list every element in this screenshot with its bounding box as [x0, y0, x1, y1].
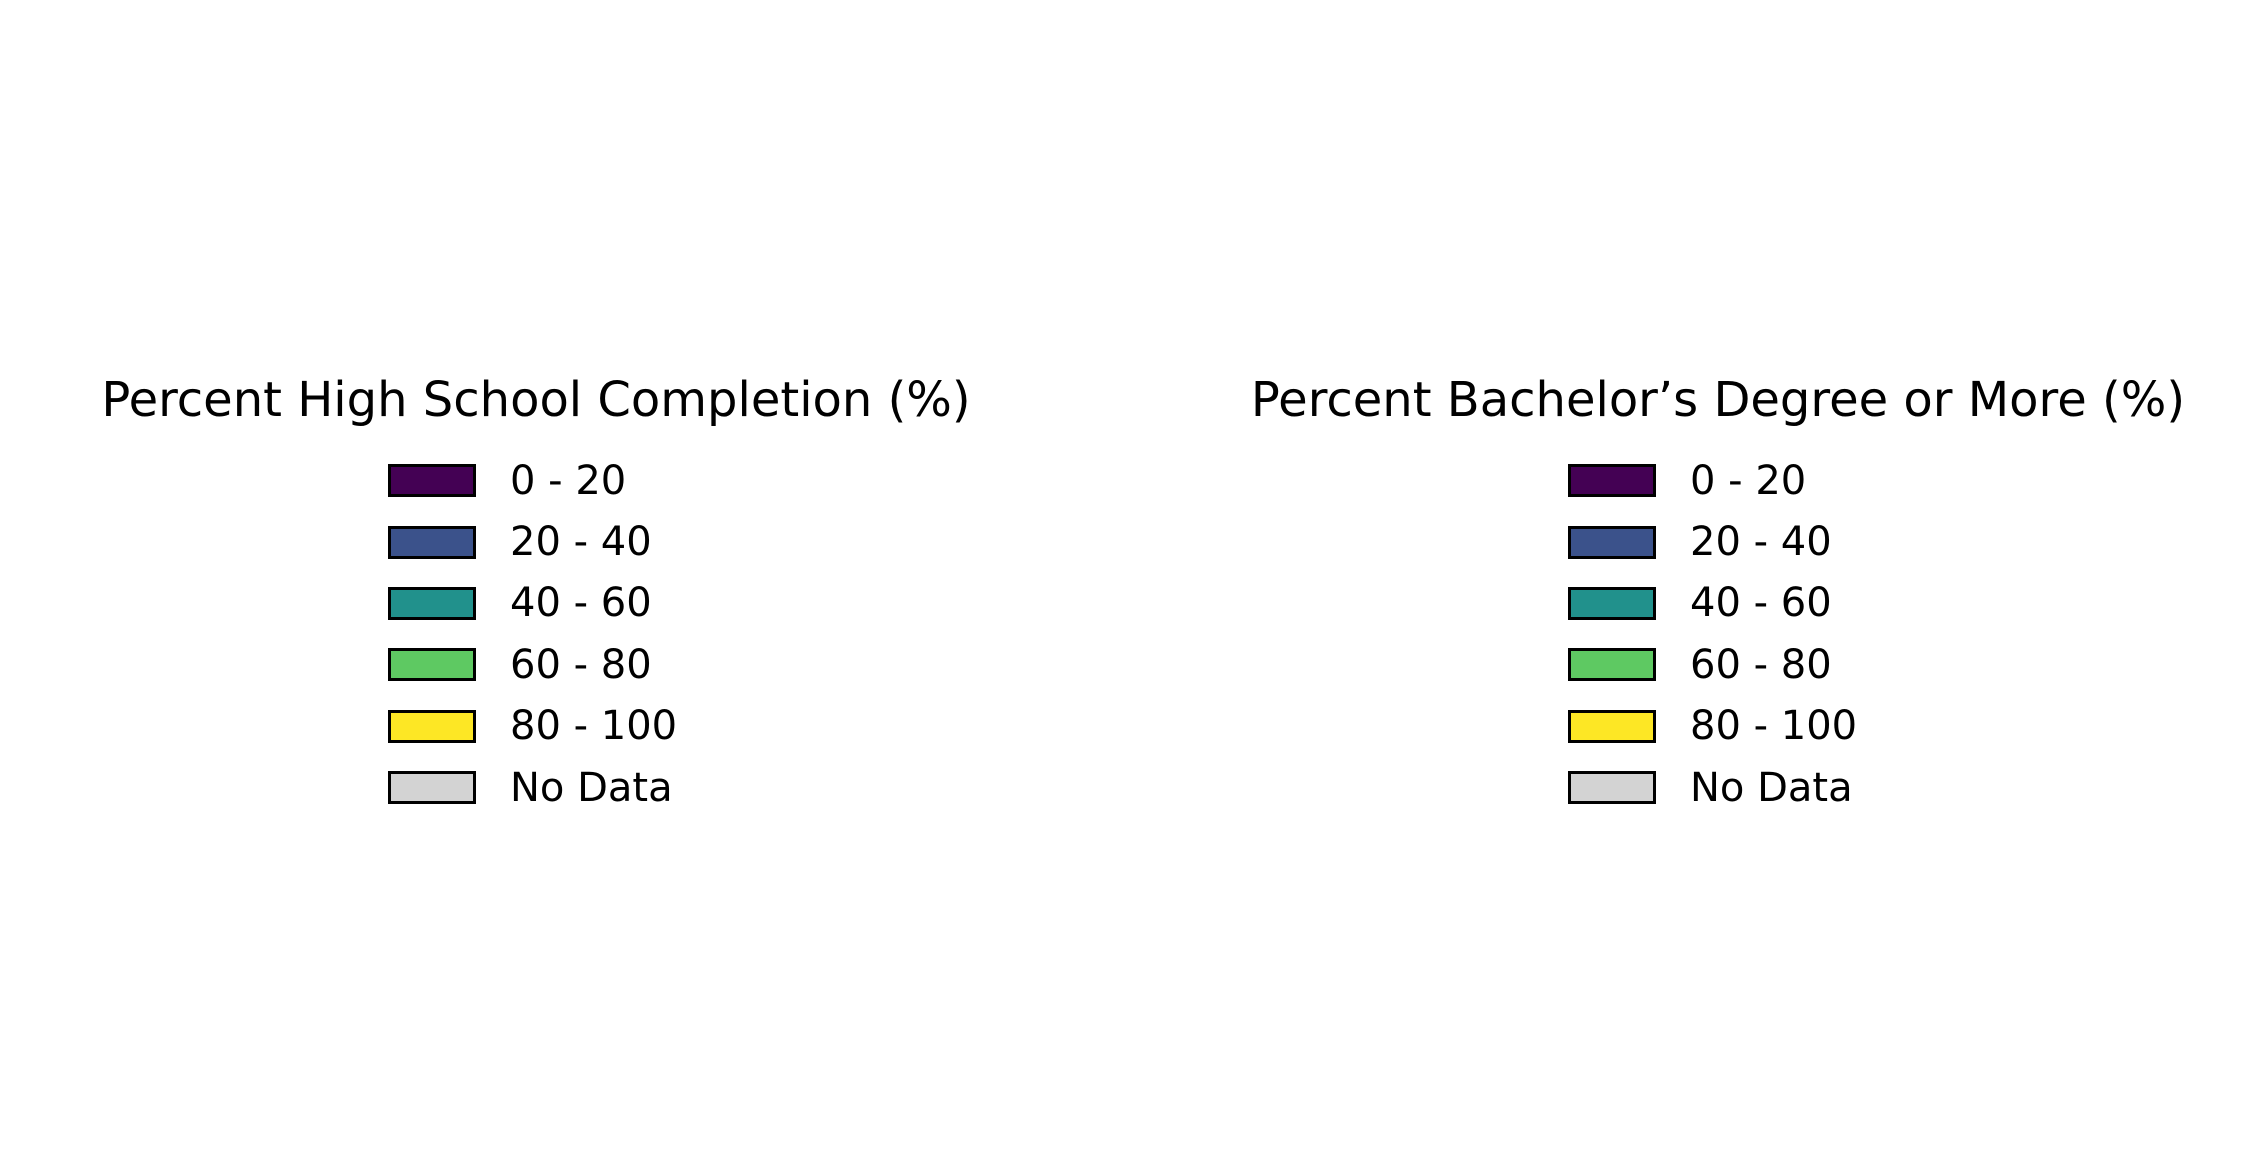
legend-entries: 0 - 20 20 - 40 40 - 60 60 - 80 80 - 100 No Da… [388, 450, 677, 818]
legend-entry-label: 60 - 80 [1690, 641, 1832, 688]
legend-entry: 40 - 60 [388, 573, 677, 634]
legend-entry-label: 0 - 20 [510, 457, 627, 504]
legend-entry: 60 - 80 [1568, 634, 1857, 695]
legend-high-school-completion: Percent High School Completion (%) 0 - 2… [80, 365, 992, 811]
legend-entry: No Data [388, 757, 677, 818]
legend-entry: 20 - 40 [1568, 511, 1857, 572]
legend-entry: 0 - 20 [1568, 450, 1857, 511]
legend-entry-label: 20 - 40 [1690, 519, 1832, 566]
legend-entry-label: 80 - 100 [1690, 703, 1858, 750]
legend-swatch [1568, 525, 1656, 559]
legend-entry-label: 40 - 60 [1690, 580, 1832, 627]
legend-entry-label: No Data [1690, 764, 1853, 811]
legend-entry: No Data [1568, 757, 1857, 818]
legend-swatch [1568, 648, 1656, 682]
legend-title: Percent Bachelor’s Degree or More (%) [1250, 372, 2186, 428]
legend-swatch [1568, 464, 1656, 498]
legend-entry-label: 40 - 60 [510, 580, 652, 627]
legend-entry-label: 0 - 20 [1690, 457, 1807, 504]
legend-swatch [388, 771, 476, 805]
legend-title: Percent High School Completion (%) [101, 372, 971, 428]
legend-swatch [388, 709, 476, 743]
legend-swatch [388, 586, 476, 620]
legend-entry-label: No Data [510, 764, 673, 811]
legend-bachelors-degree: Percent Bachelor’s Degree or More (%) 0 … [1228, 365, 2208, 811]
legend-entry: 80 - 100 [388, 696, 677, 757]
legend-entry-label: 60 - 80 [510, 641, 652, 688]
legend-swatch [1568, 586, 1656, 620]
legend-entry-label: 20 - 40 [510, 519, 652, 566]
legend-swatch [1568, 709, 1656, 743]
legend-swatch [1568, 771, 1656, 805]
legend-swatch [388, 525, 476, 559]
legend-entry: 20 - 40 [388, 511, 677, 572]
legend-entry: 80 - 100 [1568, 696, 1857, 757]
legend-entry: 40 - 60 [1568, 573, 1857, 634]
legend-entry: 0 - 20 [388, 450, 677, 511]
legend-entries: 0 - 20 20 - 40 40 - 60 60 - 80 80 - 100 No Da… [1568, 450, 1857, 818]
legend-swatch [388, 648, 476, 682]
legend-entry: 60 - 80 [388, 634, 677, 695]
legend-entry-label: 80 - 100 [510, 703, 678, 750]
legend-swatch [388, 464, 476, 498]
